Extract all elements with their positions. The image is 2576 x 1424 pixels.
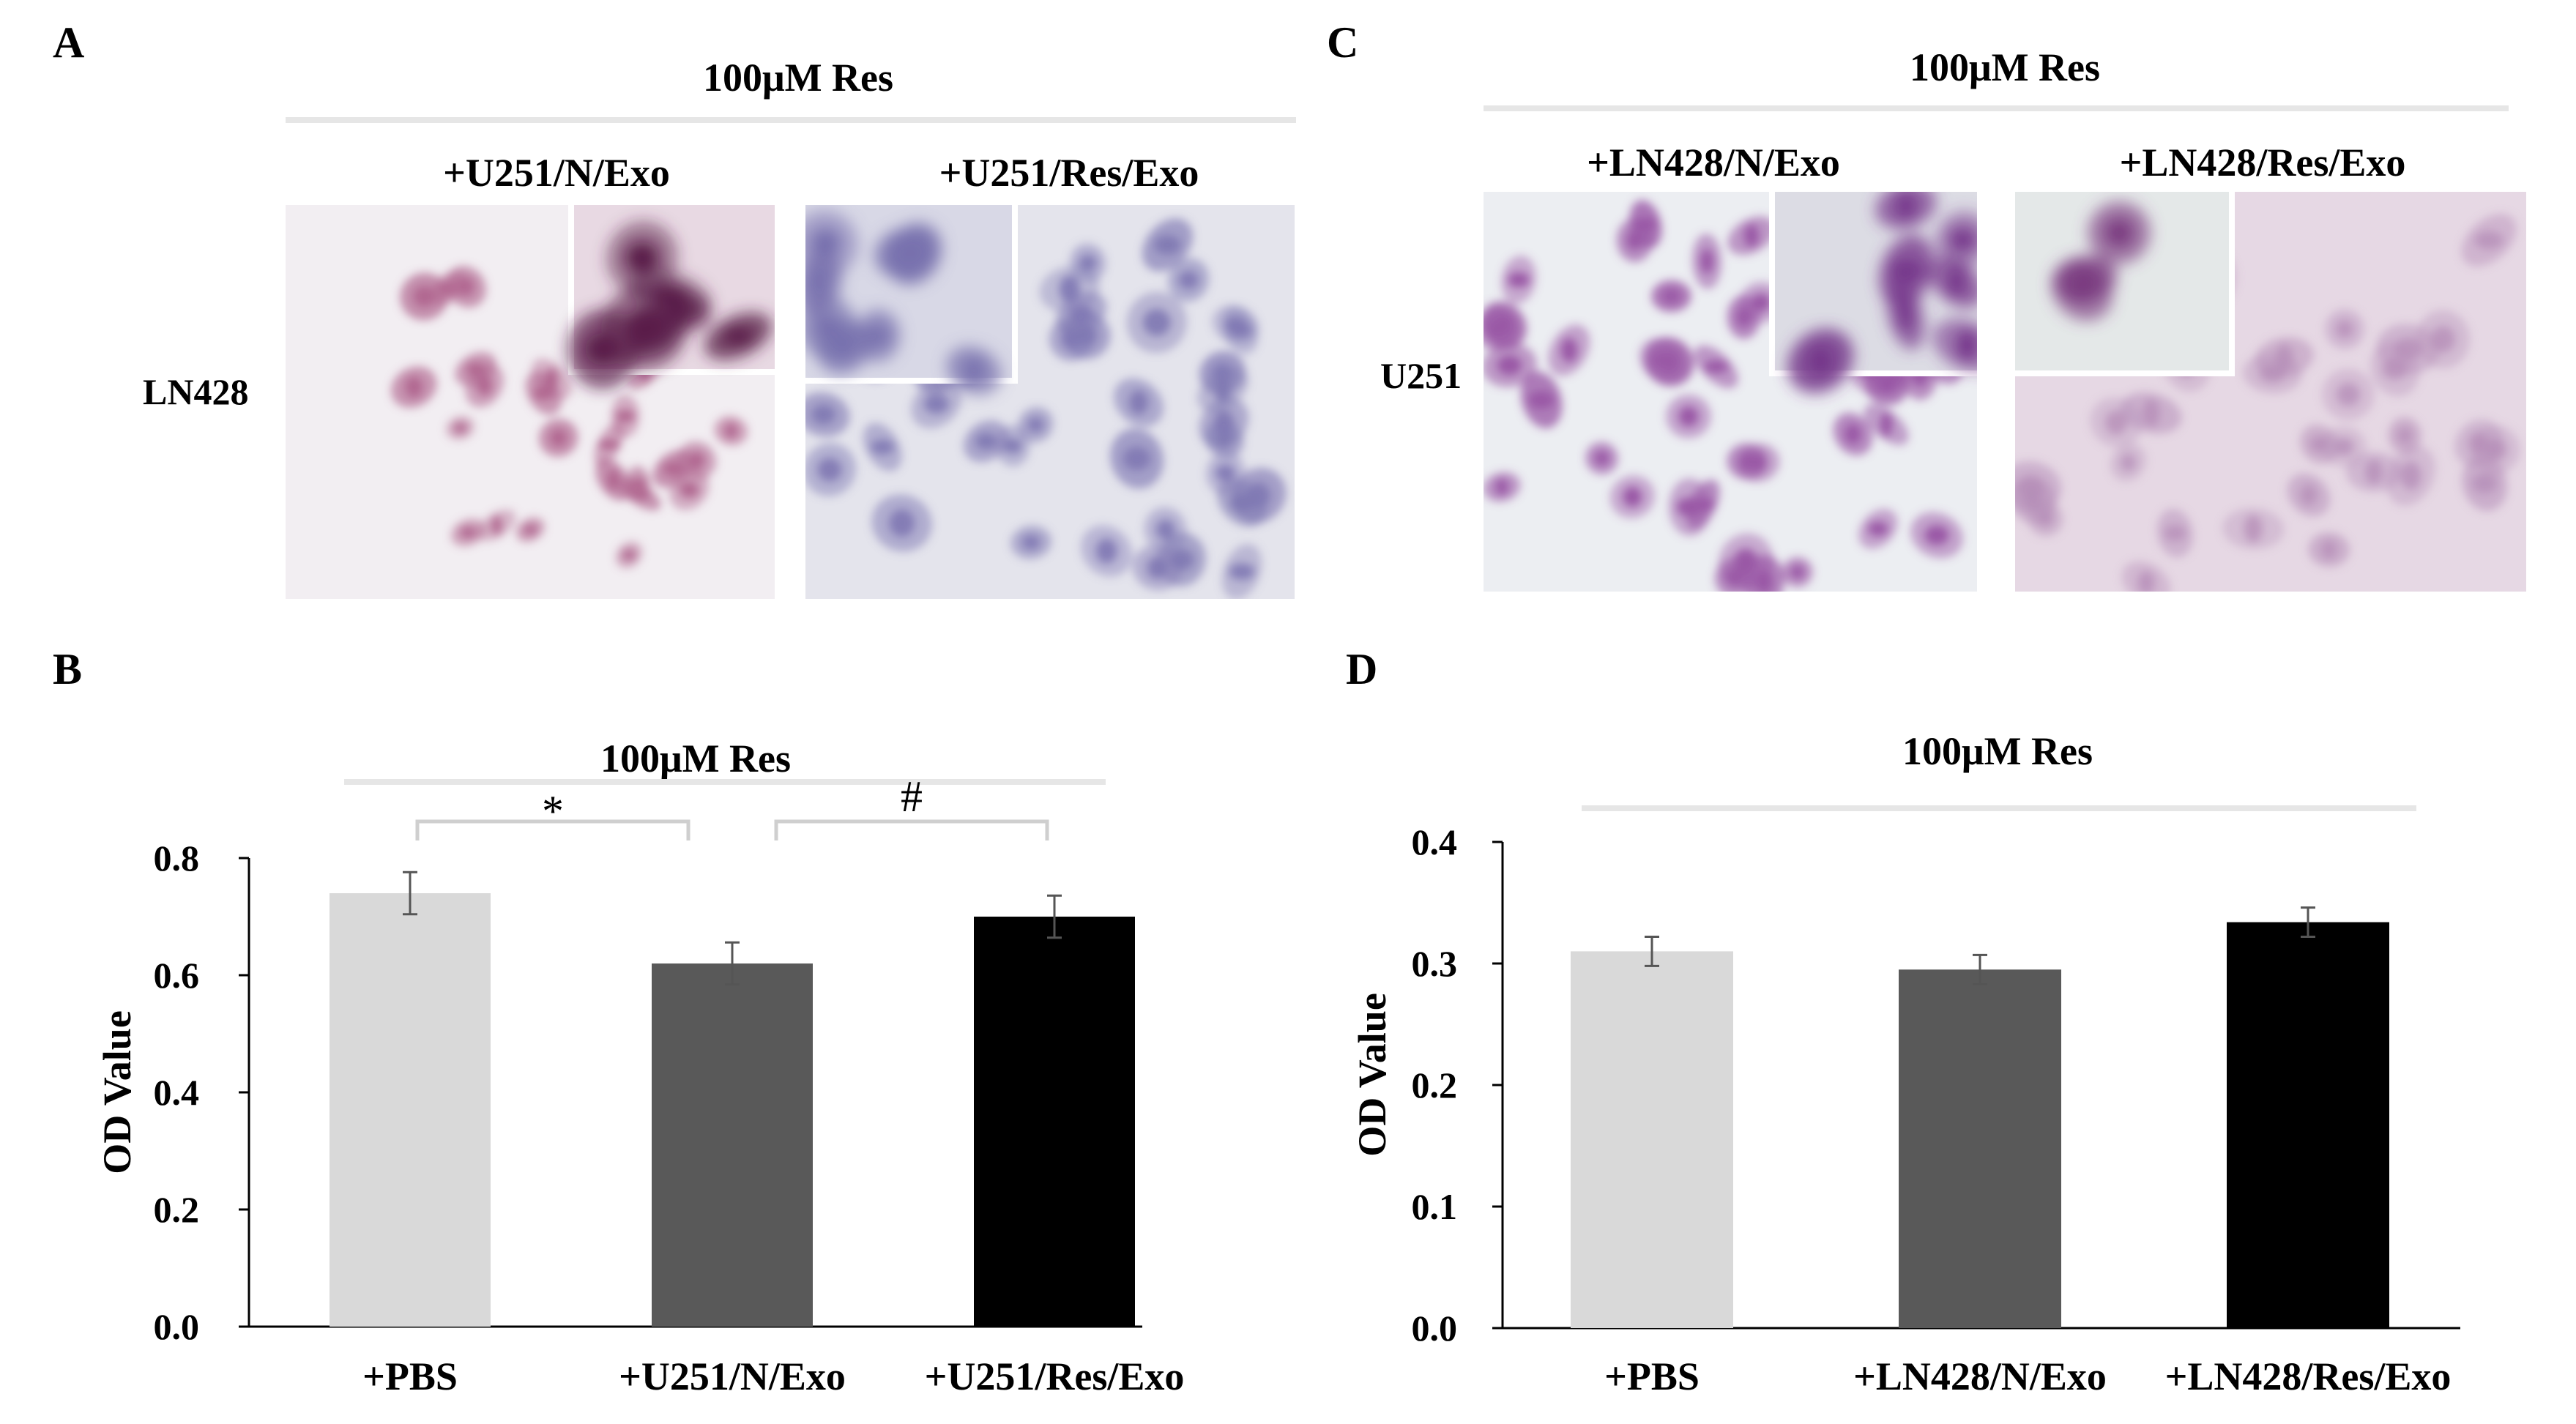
panel-letter-d: D bbox=[1346, 645, 1377, 693]
chart-b-header-rule bbox=[344, 779, 1106, 785]
chart-d-error-bar bbox=[2301, 906, 2315, 938]
chart-d-bar bbox=[1571, 951, 1733, 1328]
panel-c: C 100μM Res +LN428/N/Exo +LN428/Res/Exo … bbox=[1327, 18, 2526, 592]
chart-d-category-label: +LN428/Res/Exo bbox=[2165, 1354, 2452, 1398]
chart-d-ytick-label: 0.2 bbox=[1412, 1065, 1458, 1106]
chart-b-ylabel: OD Value bbox=[95, 1010, 139, 1174]
chart-b-header: 100μM Res bbox=[600, 737, 791, 780]
chart-b-category-label: +U251/N/Exo bbox=[619, 1354, 846, 1398]
micrograph-a1 bbox=[286, 205, 775, 599]
panel-a-header: 100μM Res bbox=[703, 56, 893, 100]
panel-c-header: 100μM Res bbox=[1910, 45, 2100, 89]
chart-d-ytick-label: 0.0 bbox=[1412, 1308, 1458, 1349]
panel-c-header-rule bbox=[1484, 105, 2509, 111]
chart-d-ytick-label: 0.1 bbox=[1412, 1186, 1458, 1227]
chart-b-significance-mark: # bbox=[901, 772, 923, 821]
chart-d-error-bar bbox=[1973, 953, 1987, 985]
panel-letter-c: C bbox=[1327, 18, 1358, 67]
chart-b-category-label: +U251/Res/Exo bbox=[925, 1354, 1185, 1398]
chart-d-ylabel: OD Value bbox=[1350, 993, 1394, 1157]
chart-b-error-bar bbox=[725, 941, 740, 986]
panel-b: B 100μM Res OD Value 0.0 0.2 0.4 0.6 0.8 +PBS… bbox=[53, 645, 1184, 1398]
chart-d-ytick-label: 0.4 bbox=[1412, 821, 1458, 862]
chart-b-ytick-label: 0.0 bbox=[154, 1306, 200, 1347]
panel-letter-b: B bbox=[53, 645, 82, 693]
chart-b-error-bar bbox=[403, 871, 417, 916]
chart-b-significance-mark: * bbox=[542, 787, 564, 835]
chart-d-category-label: +LN428/N/Exo bbox=[1853, 1354, 2107, 1398]
panel-a: A 100μM Res +U251/N/Exo +U251/Res/Exo LN… bbox=[53, 18, 1296, 599]
panel-a-header-rule bbox=[286, 117, 1296, 123]
panel-c-row-label: U251 bbox=[1380, 355, 1462, 396]
chart-d: 0.0 0.1 0.2 0.3 0.4 +PBS +LN428/N/Exo +LN428/Re… bbox=[1412, 821, 2460, 1398]
chart-d-ytick-label: 0.3 bbox=[1412, 943, 1458, 984]
chart-b-ytick-label: 0.2 bbox=[154, 1189, 200, 1230]
micrograph-c1 bbox=[1484, 192, 1977, 592]
chart-d-header: 100μM Res bbox=[1902, 729, 2093, 773]
panel-d: D 100μM Res OD Value 0.0 0.1 0.2 0.3 0.4 +PBS… bbox=[1346, 645, 2460, 1398]
chart-d-category-label: +PBS bbox=[1604, 1354, 1700, 1398]
panel-a-row-label: LN428 bbox=[143, 371, 248, 412]
chart-b-bar bbox=[330, 893, 491, 1327]
chart-b-ytick-label: 0.6 bbox=[154, 955, 200, 996]
chart-d-header-rule bbox=[1582, 805, 2416, 811]
chart-d-bar bbox=[1899, 969, 2061, 1328]
panel-c-image-label-2: +LN428/Res/Exo bbox=[2120, 141, 2406, 184]
chart-b-bar bbox=[974, 917, 1135, 1327]
chart-d-bar bbox=[2227, 922, 2389, 1328]
chart-b-ytick-label: 0.8 bbox=[154, 838, 200, 879]
chart-b-significance-bracket bbox=[415, 819, 690, 840]
micrograph-c2 bbox=[2015, 192, 2526, 592]
micrograph-a2 bbox=[805, 205, 1295, 599]
chart-b-error-bar bbox=[1047, 894, 1062, 939]
chart-b-category-label: +PBS bbox=[362, 1354, 458, 1398]
chart-d-error-bar bbox=[1645, 935, 1659, 967]
chart-b-ytick-label: 0.4 bbox=[154, 1072, 200, 1113]
chart-b-significance-bracket bbox=[774, 819, 1049, 840]
chart-b-bar bbox=[652, 963, 813, 1327]
panel-letter-a: A bbox=[53, 18, 84, 67]
panel-a-image-label-1: +U251/N/Exo bbox=[443, 151, 670, 195]
chart-b: 0.0 0.2 0.4 0.6 0.8 +PBS +U251/N/Exo +U251/Res/… bbox=[154, 772, 1185, 1398]
panel-c-image-label-1: +LN428/N/Exo bbox=[1587, 141, 1840, 184]
panel-a-image-label-2: +U251/Res/Exo bbox=[939, 151, 1199, 195]
